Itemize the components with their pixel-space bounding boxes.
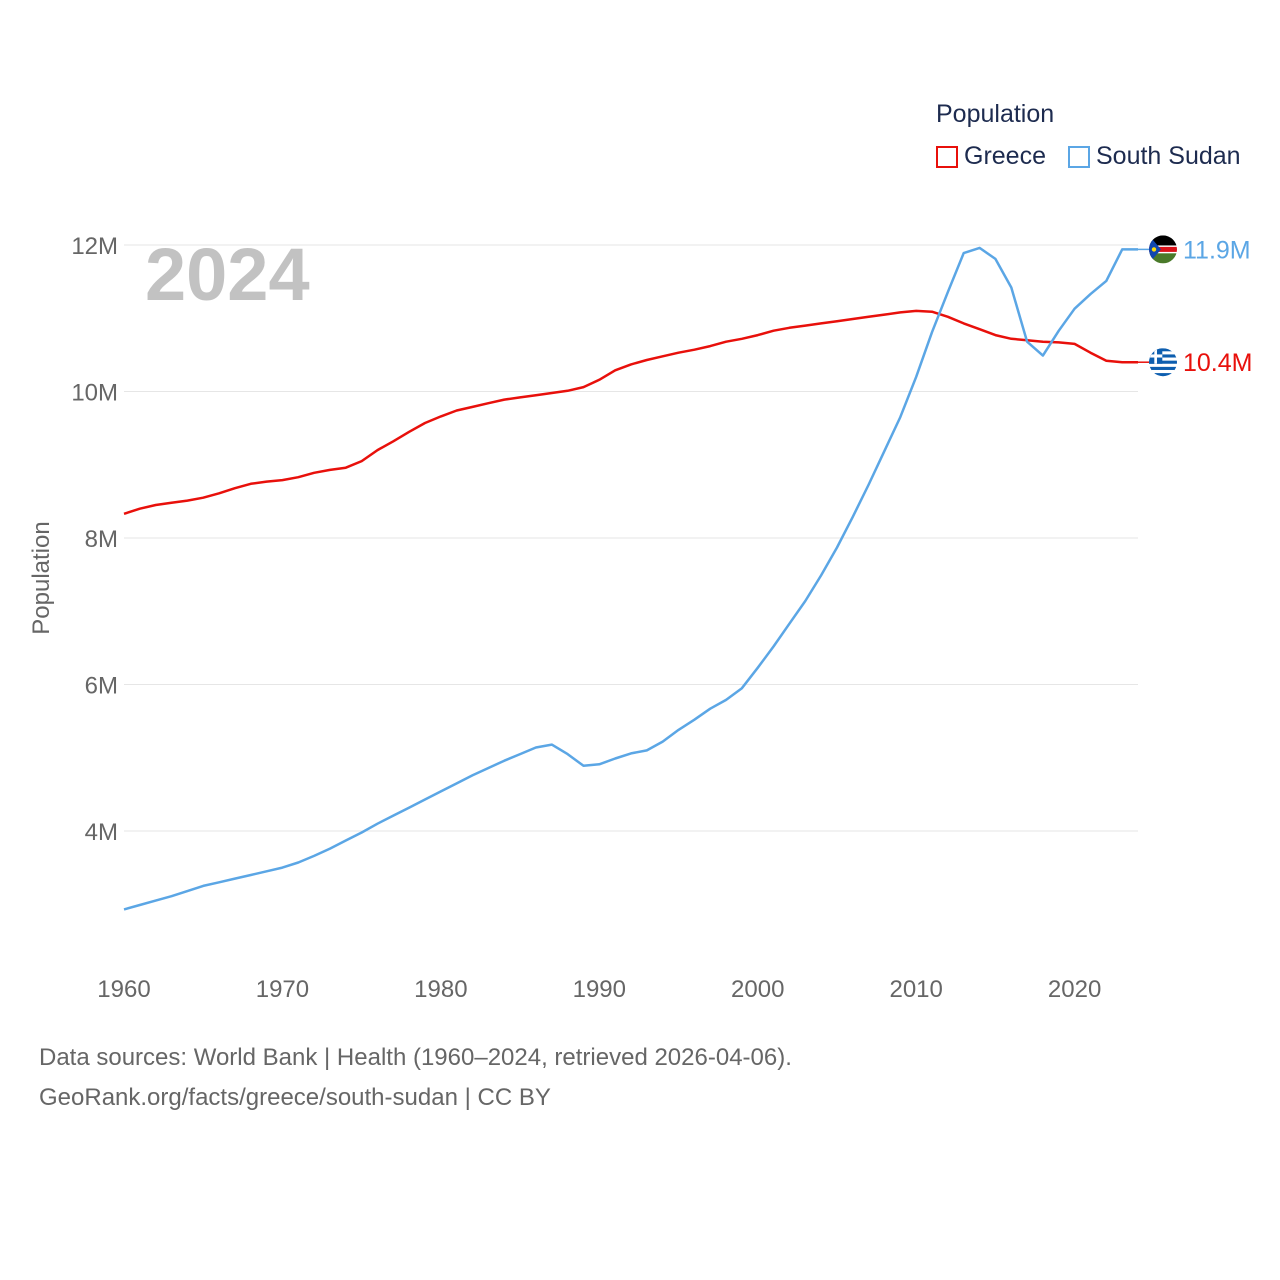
- legend-label-south-sudan: South Sudan: [1096, 142, 1241, 170]
- end-label-south-sudan: 11.9M: [1183, 236, 1251, 264]
- grid-lines: [124, 244, 1138, 832]
- greece-flag-icon: [1149, 348, 1177, 377]
- y-tick-label: 4M: [85, 819, 118, 846]
- source-link[interactable]: GeoRank.org/facts/greece/south-sudan | C…: [39, 1084, 551, 1111]
- y-tick-label: 6M: [85, 673, 118, 700]
- series-end-labels: 10.4M 11.9M: [1138, 235, 1252, 377]
- y-tick-label: 8M: [85, 526, 118, 553]
- legend-item-south-sudan[interactable]: South Sudan: [1068, 142, 1241, 171]
- x-tick-label: 1990: [573, 976, 626, 1003]
- source-line-1: Data sources: World Bank | Health (1960–…: [39, 1044, 792, 1071]
- x-tick-label: 1970: [256, 976, 309, 1003]
- y-tick-label: 10M: [71, 380, 118, 407]
- south-sudan-flag-icon: [1149, 235, 1177, 264]
- x-tick-label: 1960: [97, 976, 150, 1003]
- y-axis-title: Population: [28, 521, 55, 635]
- series-lines: [123, 246, 1138, 911]
- y-tick-label: 12M: [71, 233, 118, 260]
- x-tick-label: 2020: [1048, 976, 1101, 1003]
- y-axis-ticks: 4M 6M 8M 10M 12M: [71, 233, 118, 846]
- year-label: 2024: [145, 233, 310, 316]
- legend-title: Population: [936, 100, 1055, 128]
- x-tick-label: 2000: [731, 976, 784, 1003]
- legend-label-greece: Greece: [964, 142, 1046, 170]
- x-tick-label: 2010: [889, 976, 942, 1003]
- legend-swatch-greece: [936, 145, 958, 168]
- legend-swatch-south-sudan: [1068, 145, 1090, 168]
- x-axis-ticks: 1960 1970 1980 1990 2000 2010 2020: [97, 976, 1101, 1003]
- end-label-greece: 10.4M: [1183, 349, 1252, 377]
- series-line-greece: [123, 309, 1138, 515]
- x-tick-label: 1980: [414, 976, 467, 1003]
- legend-item-greece[interactable]: Greece: [936, 142, 1046, 171]
- series-line-south-sudan: [123, 246, 1138, 911]
